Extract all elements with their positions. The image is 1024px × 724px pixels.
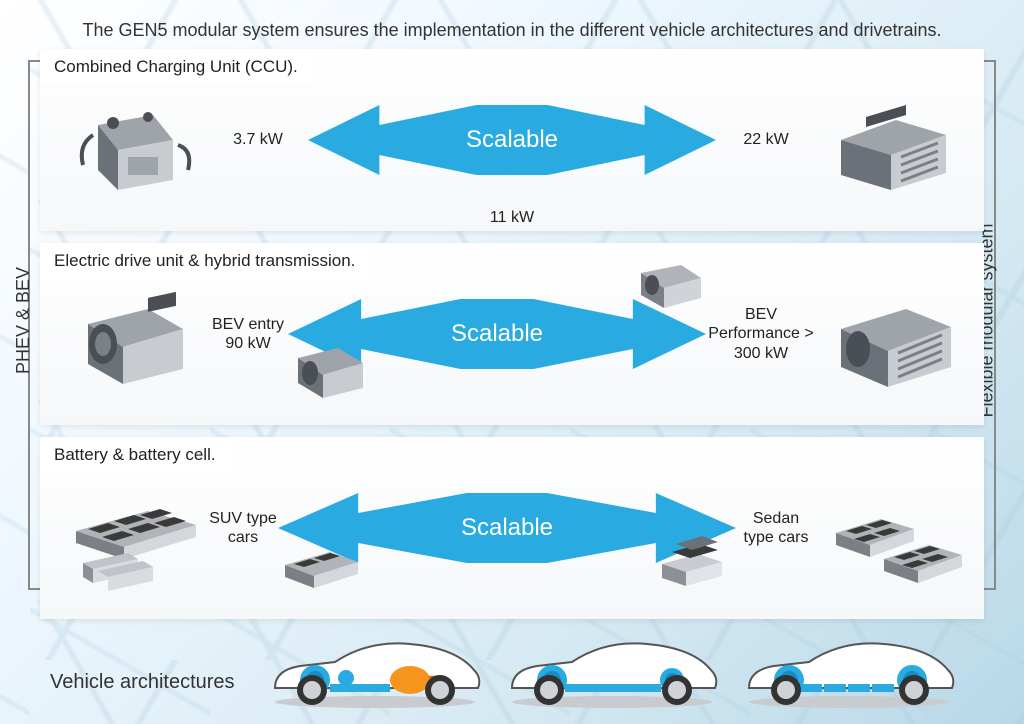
ccu-mid-spec: 11 kW <box>490 209 534 227</box>
battery-right-spec: Sedan type cars <box>736 509 816 547</box>
battery-suv-icon <box>58 483 208 593</box>
row-drive: Electric drive unit & hybrid transmissio… <box>40 243 984 425</box>
drive-right-spec: BEV Performance > 300 kW <box>706 305 816 363</box>
ccu-22kw-icon <box>816 95 966 205</box>
row-title-ccu: Combined Charging Unit (CCU). <box>40 49 314 85</box>
row-battery: Battery & battery cell. <box>40 437 984 619</box>
battery-right-component <box>816 437 966 619</box>
vehicle-bev-front <box>497 630 727 710</box>
ccu-3.7kw-icon <box>58 95 208 205</box>
drive-right-component <box>816 243 966 425</box>
ccu-right-spec: 22 kW <box>716 130 816 149</box>
scalable-arrow-ccu: Scalable <box>308 95 716 185</box>
battery-mid-right-component <box>642 530 742 605</box>
drive-mid-right-component <box>616 253 716 323</box>
battery-sedan-icon <box>816 483 966 593</box>
ccu-right-component <box>816 49 966 231</box>
row-title-battery: Battery & battery cell. <box>40 437 232 473</box>
vehicle-phev <box>260 630 490 710</box>
ccu-left-spec: 3.7 kW <box>208 130 308 149</box>
battery-mid-left-component <box>270 530 370 605</box>
vehicle-bev-skateboard <box>734 630 964 710</box>
battery-left-spec: SUV type cars <box>208 509 278 547</box>
drive-mid-left-component <box>278 333 378 413</box>
vehicles-strip <box>260 630 964 710</box>
rows-container: Combined Charging Unit (CCU). <box>40 49 984 619</box>
row-title-drive: Electric drive unit & hybrid transmissio… <box>40 243 371 279</box>
drive-90kw-icon <box>58 289 208 399</box>
drive-300kw-icon <box>816 289 966 399</box>
row-ccu: Combined Charging Unit (CCU). <box>40 49 984 231</box>
drive-left-spec: BEV entry 90 kW <box>208 315 288 353</box>
headline: The GEN5 modular system ensures the impl… <box>40 20 984 41</box>
bottom-label: Vehicle architectures <box>50 671 235 694</box>
left-side-label: PHEV & BEV <box>13 267 34 374</box>
